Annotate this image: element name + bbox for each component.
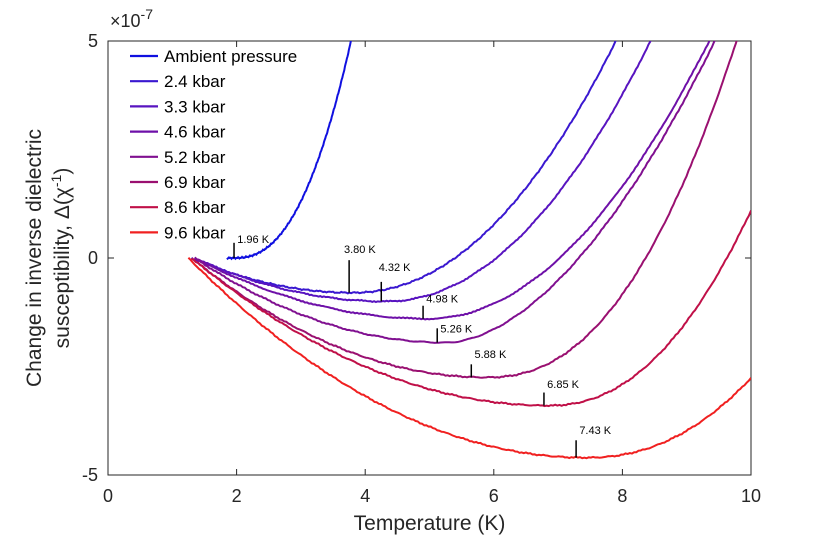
x-tick-label: 4: [360, 486, 370, 506]
annotation-label: 3.80 K: [344, 244, 376, 256]
annotation-label: 1.96 K: [237, 234, 269, 246]
y-axis-exponent: ×10-7: [110, 6, 153, 31]
y-tick-label: -5: [82, 465, 98, 485]
x-tick-label: 10: [741, 486, 761, 506]
legend-entry: 8.6 kbar: [164, 198, 226, 217]
x-tick-label: 2: [232, 486, 242, 506]
annotation-label: 5.26 K: [440, 324, 472, 336]
legend-entry: 9.6 kbar: [164, 223, 226, 242]
annotation-label: 5.88 K: [475, 349, 507, 361]
series-line-5: [194, 41, 716, 344]
y-axis-label-close: ): [51, 168, 74, 175]
x-axis-label: Temperature (K): [354, 512, 506, 535]
axis-ticks: 0 2 4 6 8 10-505: [82, 31, 761, 506]
legend-entry: 5.2 kbar: [164, 148, 226, 167]
exponent-power: -7: [141, 6, 154, 22]
y-tick-label: 5: [88, 31, 98, 51]
legend: Ambient pressure 2.4 kbar 3.3 kbar 4.6 kbar…: [130, 47, 297, 242]
x-tick-label: 8: [617, 486, 627, 506]
y-axis-label-line1: Change in inverse dielectric: [23, 129, 46, 387]
series-line-7: [191, 210, 751, 408]
annotation-label: 4.98 K: [426, 294, 458, 306]
series-line-1: [226, 41, 352, 261]
y-axis-label-superscript: -1: [48, 174, 64, 187]
series-line-3: [194, 41, 652, 304]
y-axis-label-main: susceptibility, Δ(χ: [51, 187, 74, 348]
series-curves: [187, 41, 751, 460]
legend-entry: 3.3 kbar: [164, 97, 226, 116]
legend-entry: 6.9 kbar: [164, 173, 226, 192]
legend-entry: 4.6 kbar: [164, 123, 226, 142]
x-tick-label: 6: [489, 486, 499, 506]
min-annotations: 1.96 K 3.80 K4.32 K 4.98 K 5.26 K 5.88 K 6.85…: [233, 234, 612, 458]
annotation-label: 6.85 K: [547, 379, 579, 391]
legend-entry: 2.4 kbar: [164, 72, 226, 91]
annotation-label: 4.32 K: [379, 262, 411, 274]
y-tick-label: 0: [88, 248, 98, 268]
legend-entry: Ambient pressure: [164, 47, 297, 66]
series-line-4: [194, 41, 711, 321]
x-tick-label: 0: [103, 486, 113, 506]
y-axis-label-line2: susceptibility, Δ(χ-1): [48, 168, 74, 349]
series-line-8: [187, 257, 751, 460]
exponent-prefix: ×10: [110, 11, 141, 31]
series-line-2: [190, 41, 617, 295]
annotation-label: 7.43 K: [579, 425, 611, 437]
